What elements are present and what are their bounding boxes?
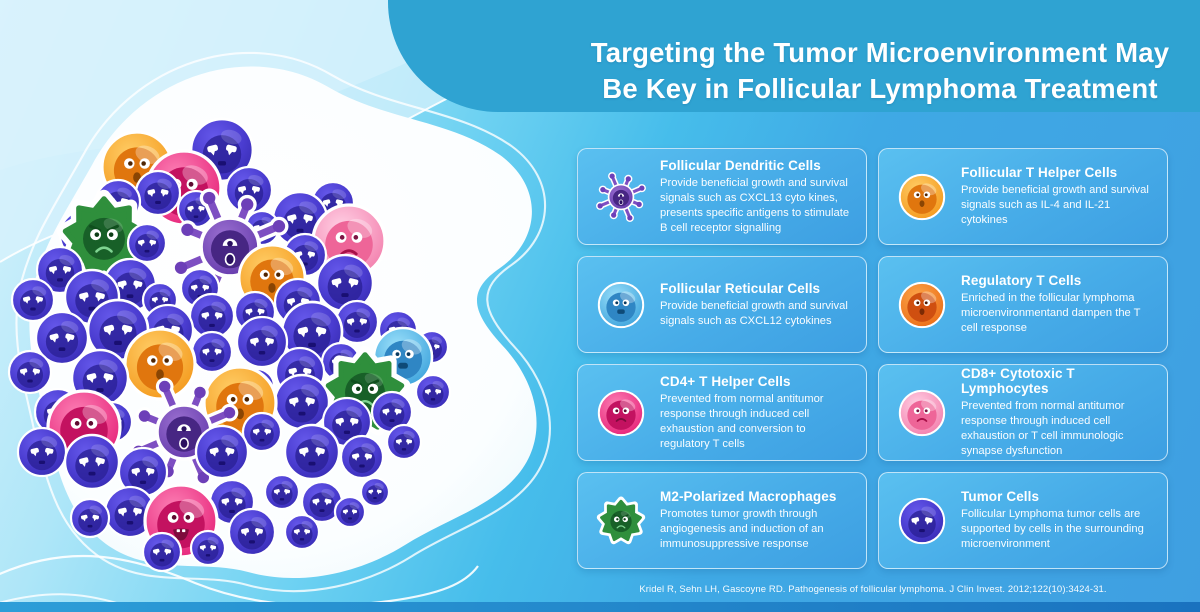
card-title: Follicular T Helper Cells	[961, 165, 1118, 180]
card-title: CD4+ T Helper Cells	[660, 373, 791, 389]
tumor-cell-illustration	[194, 424, 250, 480]
bottom-wave-line-1	[0, 554, 479, 607]
tumor-cell-illustration	[103, 485, 157, 539]
tumor-cell-illustration	[189, 529, 227, 567]
card-regulatory-t-cells: Regulatory T Cells Enriched in the follic…	[878, 256, 1168, 353]
card-title: Regulatory T Cells	[961, 273, 1082, 288]
tumor-cell-icon	[893, 492, 951, 550]
tumor-cell-illustration	[283, 513, 321, 551]
tumor-cell-illustration	[414, 373, 452, 411]
t-helper-cell-illustration	[123, 327, 197, 401]
card-body: Prevented from normal antitumor response…	[961, 400, 1125, 457]
macrophage-cell-illustration	[56, 189, 152, 284]
tumor-cell-illustration	[63, 433, 121, 491]
page-title: Targeting the Tumor Microenvironment May…	[560, 35, 1200, 107]
tumor-cell-illustration	[188, 292, 236, 340]
card-follicular-dendritic-cells: Follicular Dendritic Cells Provide benefi…	[577, 148, 867, 245]
card-body: Enriched in the follicular lymphoma micr…	[961, 292, 1141, 334]
tumor-cell-illustration	[370, 390, 414, 434]
card-title: CD8+ Cytotoxic T Lymphocytes	[961, 366, 1075, 396]
follicular-reticular-cell-icon	[592, 276, 650, 334]
card-title: M2-Polarized Macrophages	[660, 489, 837, 504]
page-title-line1: Targeting the Tumor Microenvironment May	[590, 37, 1170, 69]
cd4-t-helper-cell-icon	[592, 384, 650, 442]
card-body: Provide beneficial growth and survival s…	[660, 176, 850, 234]
tumor-cell-illustration	[34, 310, 90, 366]
card-body: Provide beneficial growth and survival s…	[660, 299, 848, 327]
tumor-cell-illustration	[339, 434, 385, 480]
cell-cards-grid: Follicular Dendritic Cells Provide benefi…	[577, 148, 1169, 569]
tumor-cell-illustration	[263, 473, 301, 511]
tumor-cell-illustration	[283, 423, 341, 481]
card-follicular-reticular-cells: Follicular Reticular Cells Provide benefi…	[577, 256, 867, 353]
tumor-cell-illustration	[227, 507, 277, 557]
card-body: Provide beneficial growth and survival s…	[961, 184, 1149, 226]
tumor-cell-illustration	[300, 480, 344, 524]
tumor-cell-illustration	[235, 315, 289, 369]
citation: Kridel R, Sehn LH, Gascoyne RD. Pathogen…	[639, 584, 1107, 595]
tumor-cell-illustration	[385, 423, 423, 461]
tumor-cell-illustration	[16, 426, 68, 478]
m2-polarized-macrophage-icon	[592, 492, 650, 550]
card-title: Tumor Cells	[961, 489, 1040, 504]
bottom-wave-line-2	[0, 593, 121, 605]
card-body: Prevented from normal antitumor response…	[660, 392, 824, 450]
card-cd8-cytotoxic-t-lymphocytes: CD8+ Cytotoxic T Lymphocytes Prevented fr…	[878, 364, 1168, 461]
card-title: Follicular Reticular Cells	[660, 280, 821, 296]
card-body: Follicular Lymphoma tumor cells are supp…	[961, 508, 1144, 550]
card-m2-polarized-macrophages: M2-Polarized Macrophages Promotes tumor g…	[577, 472, 867, 569]
title-band	[388, 0, 1200, 112]
bottom-strip	[0, 602, 1200, 612]
tumor-cell-illustration	[69, 497, 111, 539]
tumor-cell-illustration	[273, 373, 331, 431]
tumor-cell-illustration	[321, 396, 373, 448]
tumor-cell-illustration	[126, 222, 168, 264]
follicular-dendritic-cell-icon	[592, 168, 650, 226]
tumor-cell-illustration	[241, 411, 283, 453]
tumor-cell-illustration	[10, 277, 56, 323]
card-follicular-t-helper-cells: Follicular T Helper Cells Provide benefic…	[878, 148, 1168, 245]
tumor-cell-illustration	[134, 169, 182, 217]
regulatory-t-cell-icon	[893, 276, 951, 334]
cell-cluster	[7, 117, 452, 573]
card-title: Follicular Dendritic Cells	[660, 157, 821, 173]
tumor-cell-illustration	[7, 349, 53, 395]
tumor-cell-illustration	[359, 476, 391, 508]
card-tumor-cells: Tumor Cells Follicular Lymphoma tumor cel…	[878, 472, 1168, 569]
follicular-t-helper-cell-icon	[893, 168, 951, 226]
tumor-cell-illustration	[190, 330, 234, 374]
tumor-cell-illustration	[315, 253, 375, 313]
page-title-line2: Be Key in Follicular Lymphoma Treatment	[602, 73, 1158, 105]
tumor-cell-illustration	[208, 478, 256, 526]
cd8-cytotoxic-t-lymphocyte-icon	[893, 384, 951, 442]
card-body: Promotes tumor growth through angiogenes…	[660, 508, 824, 550]
tumor-cell-illustration	[141, 531, 183, 573]
card-cd4-t-helper-cells: CD4+ T Helper Cells Prevented from normal…	[577, 364, 867, 461]
tumor-cell-illustration	[333, 495, 367, 529]
